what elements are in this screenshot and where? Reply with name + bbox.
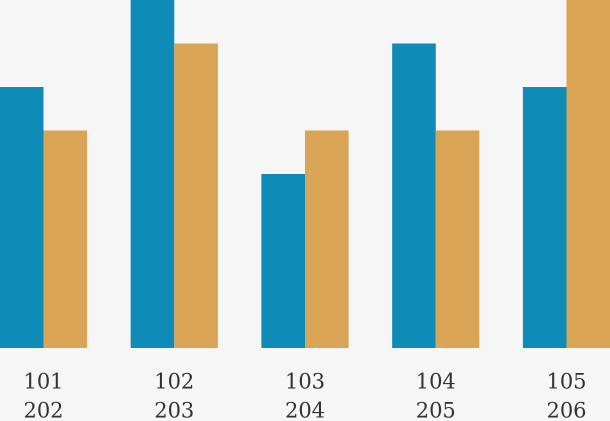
x-tick-label: 105 <box>546 370 586 394</box>
x-tick-label: 202 <box>23 399 63 421</box>
bar <box>435 130 480 348</box>
x-tick-label: 103 <box>285 370 325 394</box>
bar <box>130 0 175 348</box>
bar <box>522 87 567 348</box>
bar <box>43 130 88 348</box>
bar <box>305 130 349 348</box>
bar <box>174 43 218 348</box>
bar <box>566 0 610 348</box>
x-tick-label: 206 <box>546 399 586 421</box>
x-tick-label: 204 <box>285 399 325 421</box>
bar <box>0 87 44 348</box>
x-tick-label: 102 <box>154 370 194 394</box>
x-tick-label: 203 <box>154 399 194 421</box>
x-tick-label: 205 <box>416 399 456 421</box>
x-tick-label: 101 <box>23 370 63 394</box>
x-tick-label: 104 <box>416 370 456 394</box>
bar <box>392 43 436 348</box>
bar <box>261 174 305 348</box>
